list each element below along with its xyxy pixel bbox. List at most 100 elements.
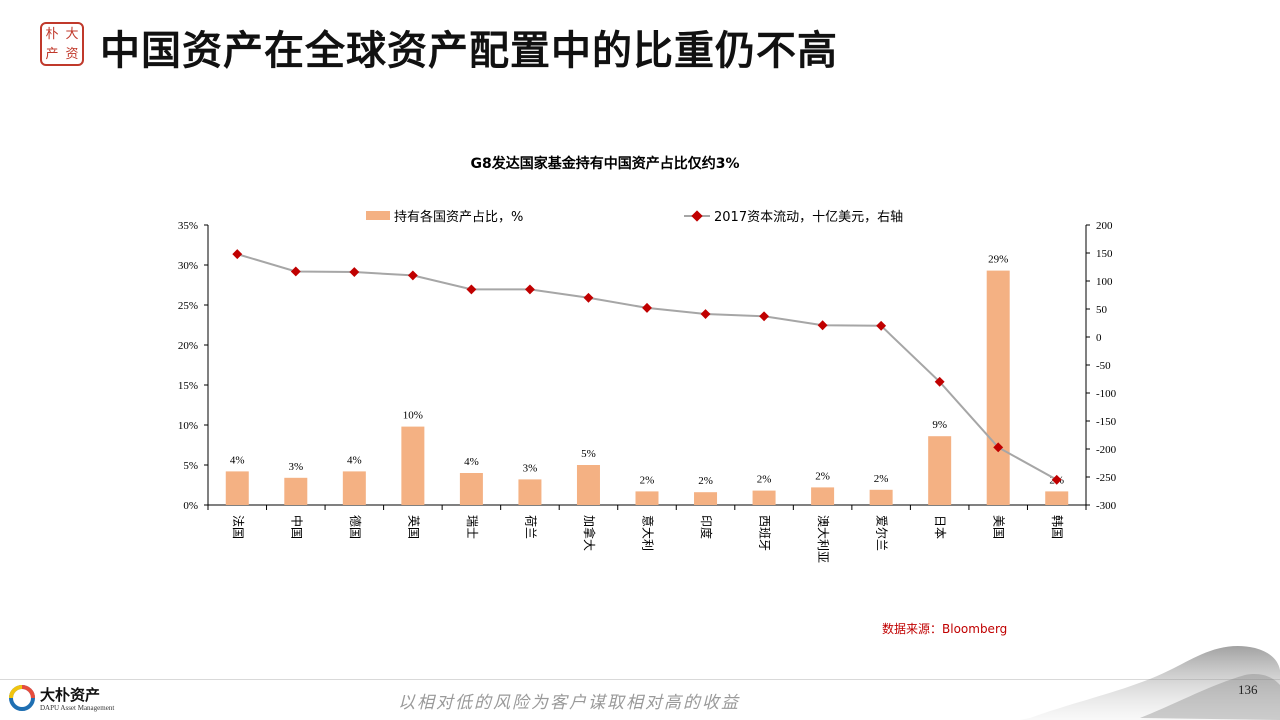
line-point bbox=[876, 320, 887, 331]
x-tick-labels: 法国 中国 德国 英国 瑞士 荷兰 加拿大 意大利 印度 西班牙 澳大利亚 爱尔兰 日本 美国 韩国 bbox=[231, 515, 1065, 563]
bar bbox=[928, 436, 952, 505]
bar-data-label: 5% bbox=[581, 448, 596, 460]
bar bbox=[342, 471, 366, 505]
bar-data-label: 29% bbox=[988, 254, 1008, 266]
x-tick-label: 中国 bbox=[289, 515, 304, 539]
y-left-tick-label: 10% bbox=[178, 420, 198, 432]
slogan: 以相对低的风险为客户谋取相对高的收益 bbox=[398, 693, 740, 713]
bar-data-labels: 4%3%4%10%4%3%5%2%2%2%2%2%9%29%2% bbox=[230, 254, 1064, 488]
line-point bbox=[524, 284, 535, 295]
bar bbox=[401, 426, 425, 505]
page-number: 136 bbox=[1238, 682, 1258, 697]
x-tick-label: 印度 bbox=[699, 515, 714, 539]
x-tick-label: 加拿大 bbox=[582, 515, 597, 551]
x-tick-label: 瑞士 bbox=[465, 515, 479, 539]
bar-data-label: 9% bbox=[932, 419, 947, 431]
line-point bbox=[290, 266, 301, 277]
bar-data-label: 2% bbox=[698, 475, 713, 487]
x-tick-label: 爱尔兰 bbox=[875, 515, 890, 551]
bar-data-label: 10% bbox=[403, 410, 423, 422]
x-tick-label: 韩国 bbox=[1050, 515, 1065, 539]
bar-data-label: 3% bbox=[288, 461, 303, 473]
bar-data-label: 4% bbox=[347, 454, 362, 466]
axes: 0% 5% 10% 15% 20% 25% 30% 35% -300 -250 -200 -150 -1… bbox=[178, 220, 1117, 512]
bar-series bbox=[225, 270, 1069, 505]
y-right-tick-label: 100 bbox=[1096, 276, 1113, 288]
seal-char: 资 bbox=[65, 46, 79, 62]
data-source-note: 数据来源：Bloomberg bbox=[882, 622, 1008, 636]
line-point bbox=[934, 376, 945, 387]
x-tick-label: 德国 bbox=[348, 515, 363, 539]
x-tick-label: 日本 bbox=[933, 515, 947, 539]
bar-data-label: 2% bbox=[757, 474, 772, 486]
bar-data-label: 4% bbox=[464, 456, 479, 468]
y-right-tick-label: 200 bbox=[1096, 220, 1113, 232]
y-right-tick-label: 0 bbox=[1096, 332, 1102, 344]
page-title: 中国资产在全球资产配置中的比重仍不高 bbox=[100, 28, 838, 74]
bar bbox=[225, 471, 249, 505]
company-english-name: DAPU Asset Management bbox=[40, 704, 115, 712]
x-tick-label: 西班牙 bbox=[758, 515, 772, 551]
x-tick-label: 法国 bbox=[231, 515, 245, 539]
y-left-tick-label: 30% bbox=[178, 260, 198, 272]
line-point bbox=[993, 442, 1004, 453]
bar bbox=[1045, 491, 1069, 505]
line-point bbox=[583, 292, 594, 303]
seal-char: 大 bbox=[65, 26, 79, 42]
y-right-tick-label: 50 bbox=[1096, 304, 1108, 316]
bar bbox=[459, 473, 483, 505]
legend: 持有各国资产占比，% 2017资本流动，十亿美元，右轴 bbox=[366, 209, 903, 225]
y-left-tick-label: 20% bbox=[178, 340, 198, 352]
bar bbox=[635, 491, 659, 505]
y-left-tick-label: 0% bbox=[183, 500, 198, 512]
line-point bbox=[232, 249, 243, 260]
ink-landscape-decoration bbox=[1020, 646, 1280, 720]
y-right-tick-label: 150 bbox=[1096, 248, 1113, 260]
bar bbox=[694, 492, 718, 505]
bar bbox=[869, 489, 893, 505]
bar bbox=[986, 270, 1010, 505]
x-tick-label: 澳大利亚 bbox=[816, 515, 830, 563]
bar-data-label: 4% bbox=[230, 454, 245, 466]
y-right-tick-label: -150 bbox=[1096, 416, 1117, 428]
x-tick-label: 荷兰 bbox=[523, 515, 537, 539]
bar bbox=[518, 479, 542, 505]
line-point bbox=[759, 311, 770, 322]
line-point bbox=[1051, 474, 1062, 485]
y-left-tick-label: 35% bbox=[178, 220, 198, 232]
legend-marker-swatch bbox=[691, 210, 703, 222]
bar bbox=[752, 490, 776, 505]
x-tick-label: 意大利 bbox=[641, 515, 656, 551]
bar bbox=[811, 487, 835, 505]
bar-data-label: 3% bbox=[523, 462, 538, 474]
bar bbox=[284, 477, 308, 505]
chart-title: G8发达国家基金持有中国资产占比仅约3% bbox=[471, 155, 740, 172]
line-point bbox=[466, 284, 477, 295]
y-right-tick-label: -300 bbox=[1096, 500, 1117, 512]
y-right-tick-label: -50 bbox=[1096, 360, 1111, 372]
company-seal-logo: 朴 大 产 资 bbox=[40, 22, 84, 66]
bar-data-label: 2% bbox=[640, 474, 655, 486]
y-left-tick-label: 5% bbox=[183, 460, 198, 472]
line-point bbox=[642, 302, 652, 313]
x-tick-label: 美国 bbox=[992, 515, 1006, 539]
bar bbox=[576, 465, 600, 505]
company-name: 大朴资产 bbox=[40, 686, 101, 704]
y-right-tick-label: -250 bbox=[1096, 472, 1117, 484]
legend-line-label: 2017资本流动，十亿美元，右轴 bbox=[714, 210, 903, 225]
seal-char: 产 bbox=[45, 46, 59, 62]
bar-data-label: 2% bbox=[815, 470, 830, 482]
footer-divider bbox=[0, 679, 1280, 680]
line-point bbox=[817, 320, 828, 331]
company-logo-icon bbox=[9, 685, 35, 711]
seal-char: 朴 bbox=[45, 26, 59, 42]
legend-bar-label: 持有各国资产占比，% bbox=[394, 209, 523, 225]
line-series bbox=[232, 249, 1062, 485]
line-point bbox=[700, 309, 711, 319]
line-point bbox=[349, 267, 360, 277]
y-left-tick-label: 25% bbox=[178, 300, 198, 312]
line-point bbox=[407, 270, 418, 281]
y-left-tick-label: 15% bbox=[178, 380, 198, 392]
y-right-tick-label: -100 bbox=[1096, 388, 1117, 400]
